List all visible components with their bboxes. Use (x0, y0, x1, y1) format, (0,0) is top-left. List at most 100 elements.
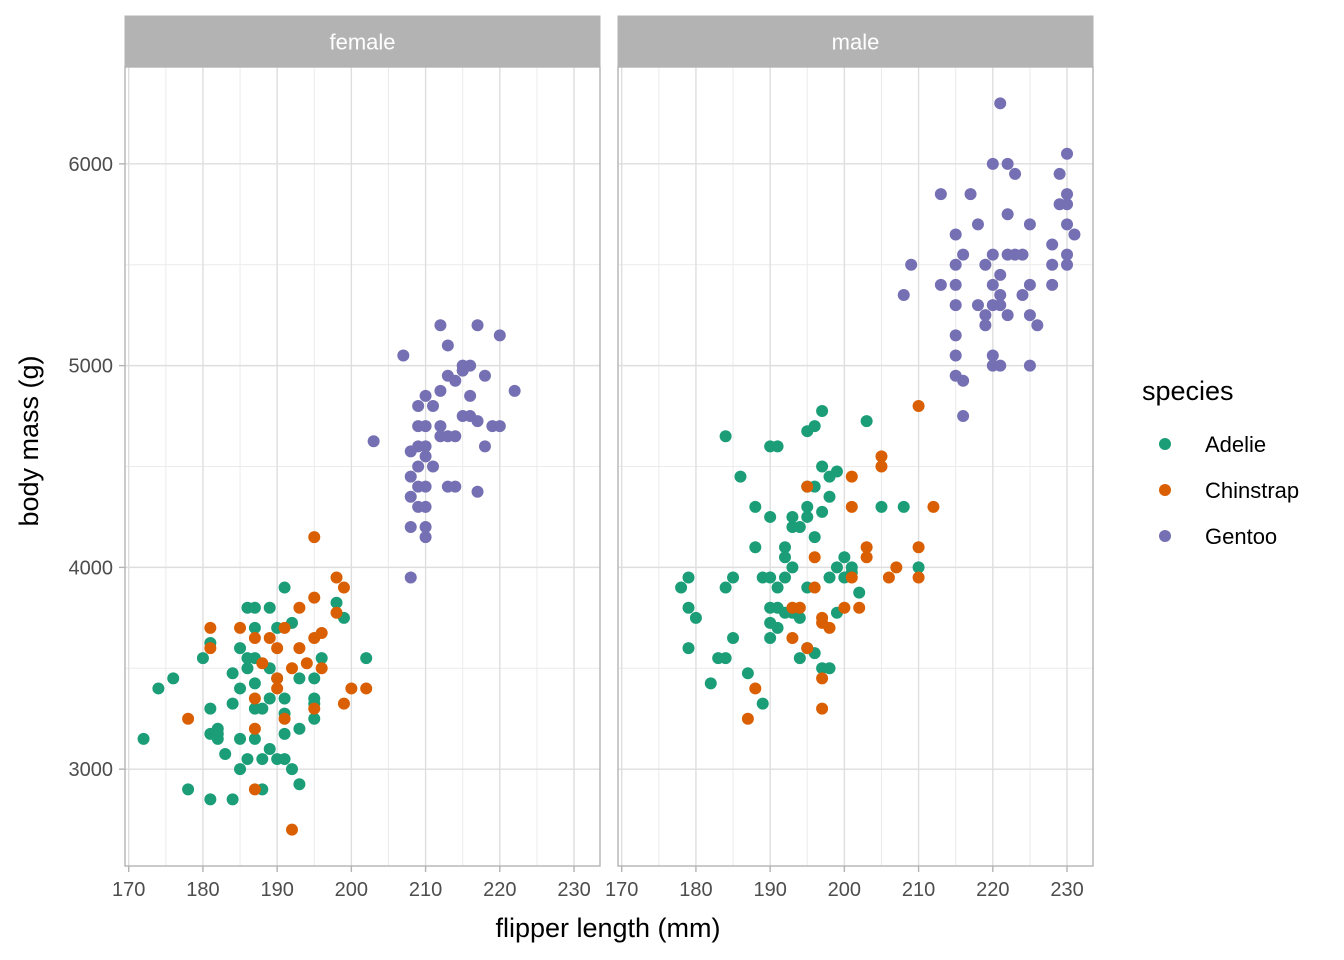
panel-border (617, 66, 1094, 867)
data-point (934, 278, 947, 291)
data-point (330, 596, 343, 609)
data-point (211, 727, 224, 740)
data-point (771, 440, 784, 453)
data-point (508, 384, 521, 397)
data-point (994, 268, 1007, 281)
legend-label: Adelie (1205, 432, 1266, 457)
data-point (808, 531, 821, 544)
data-point (741, 667, 754, 680)
data-point (719, 430, 732, 443)
data-point (278, 692, 291, 705)
data-point (1053, 167, 1066, 180)
data-point (675, 581, 688, 594)
data-point (308, 531, 321, 544)
data-point (764, 632, 777, 645)
data-point (471, 485, 484, 498)
data-point (979, 319, 992, 332)
data-point (308, 591, 321, 604)
data-point (293, 778, 306, 791)
data-point (1001, 309, 1014, 322)
data-point (994, 299, 1007, 312)
data-point (816, 672, 829, 685)
data-point (248, 783, 261, 796)
data-point (1046, 258, 1059, 271)
data-point (271, 642, 284, 655)
data-point (293, 722, 306, 735)
data-point (957, 410, 970, 423)
y-axis-title: body mass (g) (14, 355, 44, 526)
data-point (793, 652, 806, 665)
data-point (1023, 278, 1036, 291)
panel-border (124, 66, 601, 867)
data-point (285, 763, 298, 776)
data-point (764, 510, 777, 523)
data-point (248, 732, 261, 745)
data-point (464, 359, 477, 372)
data-point (778, 541, 791, 554)
data-point (204, 793, 217, 806)
data-point (427, 460, 440, 473)
x-tick-label: 230 (1050, 879, 1083, 901)
data-point (278, 712, 291, 725)
data-point (248, 722, 261, 735)
data-point (801, 500, 814, 513)
data-point (278, 727, 291, 740)
series-chinstrap (741, 399, 940, 725)
data-point (682, 601, 695, 614)
data-point (875, 460, 888, 473)
data-point (986, 248, 999, 261)
data-point (419, 389, 432, 402)
data-point (823, 571, 836, 584)
data-point (308, 712, 321, 725)
data-point (816, 505, 829, 518)
series-adelie (137, 581, 373, 806)
data-point (875, 500, 888, 513)
data-point (845, 561, 858, 574)
data-point (860, 415, 873, 428)
data-point (293, 642, 306, 655)
legend-label: Gentoo (1205, 524, 1277, 549)
data-point (404, 571, 417, 584)
data-point (860, 551, 873, 564)
data-point (727, 632, 740, 645)
x-tick-label: 220 (976, 879, 1009, 901)
data-point (419, 420, 432, 433)
data-point (234, 763, 247, 776)
data-point (830, 465, 843, 478)
data-point (471, 319, 484, 332)
data-point (449, 374, 462, 387)
data-point (1061, 258, 1074, 271)
data-point (949, 329, 962, 342)
data-point (367, 435, 380, 448)
data-point (682, 571, 695, 584)
data-point (300, 657, 313, 670)
data-point (793, 521, 806, 534)
data-point (263, 632, 276, 645)
x-tick-label: 200 (828, 879, 861, 901)
data-point (823, 490, 836, 503)
data-point (882, 571, 895, 584)
data-point (994, 97, 1007, 110)
data-point (823, 621, 836, 634)
data-point (1016, 288, 1029, 301)
data-point (1046, 238, 1059, 251)
data-point (927, 500, 940, 513)
data-point (427, 399, 440, 412)
data-point (816, 460, 829, 473)
data-point (248, 601, 261, 614)
data-point (226, 697, 239, 710)
data-point (234, 682, 247, 695)
data-point (248, 692, 261, 705)
data-point (419, 500, 432, 513)
data-point (964, 188, 977, 201)
data-point (912, 399, 925, 412)
x-tick-label: 180 (679, 879, 712, 901)
data-point (1068, 228, 1081, 241)
data-point (441, 339, 454, 352)
data-point (1023, 359, 1036, 372)
data-point (434, 384, 447, 397)
data-point (256, 753, 269, 766)
data-point (1023, 309, 1036, 322)
data-point (419, 531, 432, 544)
